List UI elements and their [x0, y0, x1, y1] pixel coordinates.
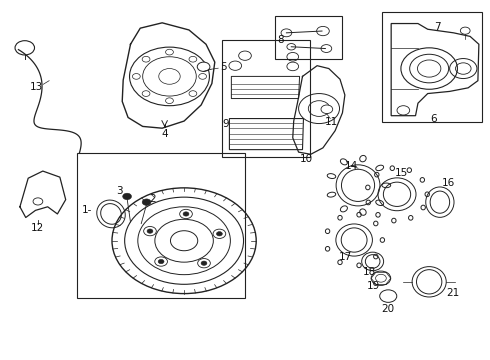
Text: 11: 11: [325, 117, 339, 127]
Text: 5: 5: [220, 63, 226, 72]
Circle shape: [180, 209, 193, 219]
Circle shape: [287, 44, 295, 50]
Text: 18: 18: [363, 267, 376, 277]
Bar: [382, 12, 482, 122]
Bar: [275, 17, 343, 59]
Text: 3: 3: [117, 186, 123, 196]
Text: 4: 4: [161, 129, 168, 139]
Text: 2: 2: [149, 194, 156, 203]
Bar: [222, 40, 310, 157]
Circle shape: [183, 212, 189, 216]
Bar: [77, 153, 245, 298]
Circle shape: [217, 231, 222, 236]
Text: 1-: 1-: [81, 205, 92, 215]
Circle shape: [281, 29, 292, 37]
Circle shape: [155, 257, 168, 266]
Text: 14: 14: [344, 161, 358, 171]
Polygon shape: [231, 76, 299, 99]
Text: 17: 17: [339, 252, 352, 262]
Circle shape: [197, 62, 210, 71]
Text: 10: 10: [300, 154, 313, 164]
Text: 12: 12: [31, 223, 45, 233]
Circle shape: [213, 229, 226, 238]
Circle shape: [197, 258, 210, 268]
Circle shape: [201, 261, 207, 265]
Text: 19: 19: [367, 282, 380, 292]
Text: 9: 9: [222, 118, 229, 129]
Circle shape: [144, 226, 156, 236]
Text: 7: 7: [434, 22, 441, 32]
Circle shape: [122, 193, 131, 200]
Text: 13: 13: [30, 82, 43, 92]
Text: 6: 6: [431, 114, 438, 124]
Polygon shape: [391, 23, 479, 116]
Circle shape: [147, 229, 153, 233]
Text: 20: 20: [382, 303, 395, 314]
Circle shape: [142, 199, 151, 205]
Circle shape: [158, 260, 164, 264]
Polygon shape: [229, 118, 303, 150]
Circle shape: [321, 105, 333, 113]
Text: 8: 8: [277, 35, 283, 45]
Text: 15: 15: [395, 168, 409, 178]
Text: 21: 21: [446, 288, 459, 297]
Text: 16: 16: [442, 178, 455, 188]
